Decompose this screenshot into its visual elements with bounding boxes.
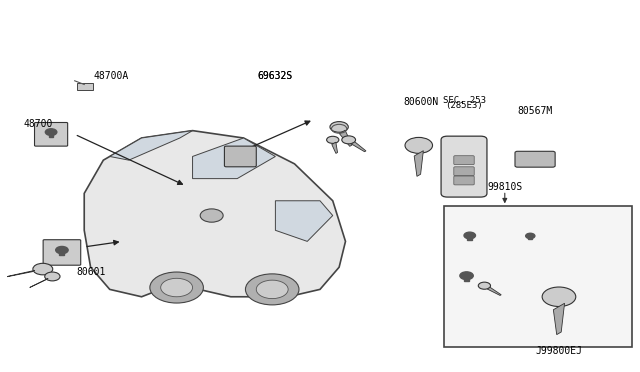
FancyBboxPatch shape	[516, 228, 544, 247]
FancyBboxPatch shape	[225, 146, 256, 167]
Text: SEC. 253: SEC. 253	[442, 96, 486, 105]
FancyBboxPatch shape	[35, 122, 68, 146]
Circle shape	[525, 233, 535, 238]
Circle shape	[542, 287, 576, 307]
Polygon shape	[414, 151, 423, 176]
FancyBboxPatch shape	[452, 226, 487, 250]
Polygon shape	[339, 130, 352, 146]
Polygon shape	[275, 201, 333, 241]
Text: 69632S: 69632S	[258, 71, 293, 81]
Circle shape	[246, 274, 299, 305]
FancyBboxPatch shape	[77, 83, 93, 90]
Circle shape	[161, 278, 193, 297]
Polygon shape	[193, 138, 275, 179]
Circle shape	[330, 122, 348, 132]
FancyBboxPatch shape	[515, 151, 555, 167]
Circle shape	[342, 136, 356, 144]
Circle shape	[33, 263, 52, 275]
Circle shape	[45, 272, 60, 281]
FancyBboxPatch shape	[454, 176, 474, 185]
Text: 48700: 48700	[24, 119, 53, 129]
Bar	[444, 206, 632, 347]
Text: 99810S: 99810S	[487, 182, 522, 192]
Circle shape	[326, 136, 339, 143]
Text: 69632S: 69632S	[258, 71, 293, 81]
Bar	[60, 250, 65, 255]
Polygon shape	[84, 131, 346, 297]
Text: 48700A: 48700A	[94, 71, 129, 81]
Bar	[464, 276, 469, 281]
FancyBboxPatch shape	[447, 264, 486, 292]
Text: 80601: 80601	[77, 267, 106, 278]
FancyBboxPatch shape	[454, 167, 474, 176]
FancyBboxPatch shape	[43, 240, 81, 265]
Bar	[49, 132, 53, 137]
Circle shape	[460, 272, 473, 280]
FancyBboxPatch shape	[441, 136, 487, 197]
Polygon shape	[109, 131, 193, 160]
Polygon shape	[332, 142, 337, 153]
Circle shape	[256, 280, 288, 299]
Circle shape	[45, 129, 57, 135]
Circle shape	[405, 137, 433, 153]
Bar	[467, 235, 472, 240]
Text: 80600N: 80600N	[403, 97, 438, 107]
Circle shape	[200, 209, 223, 222]
Circle shape	[56, 247, 68, 254]
Polygon shape	[7, 270, 35, 277]
Circle shape	[150, 272, 204, 303]
FancyBboxPatch shape	[454, 156, 474, 164]
Text: (285E3): (285E3)	[445, 102, 483, 110]
Text: J99800EJ: J99800EJ	[536, 346, 582, 356]
Polygon shape	[351, 142, 366, 152]
Polygon shape	[487, 287, 501, 295]
Polygon shape	[554, 303, 564, 335]
Circle shape	[478, 282, 490, 289]
Circle shape	[464, 232, 476, 239]
Text: 80567M: 80567M	[518, 106, 553, 116]
Polygon shape	[29, 278, 48, 288]
Bar	[529, 236, 532, 240]
